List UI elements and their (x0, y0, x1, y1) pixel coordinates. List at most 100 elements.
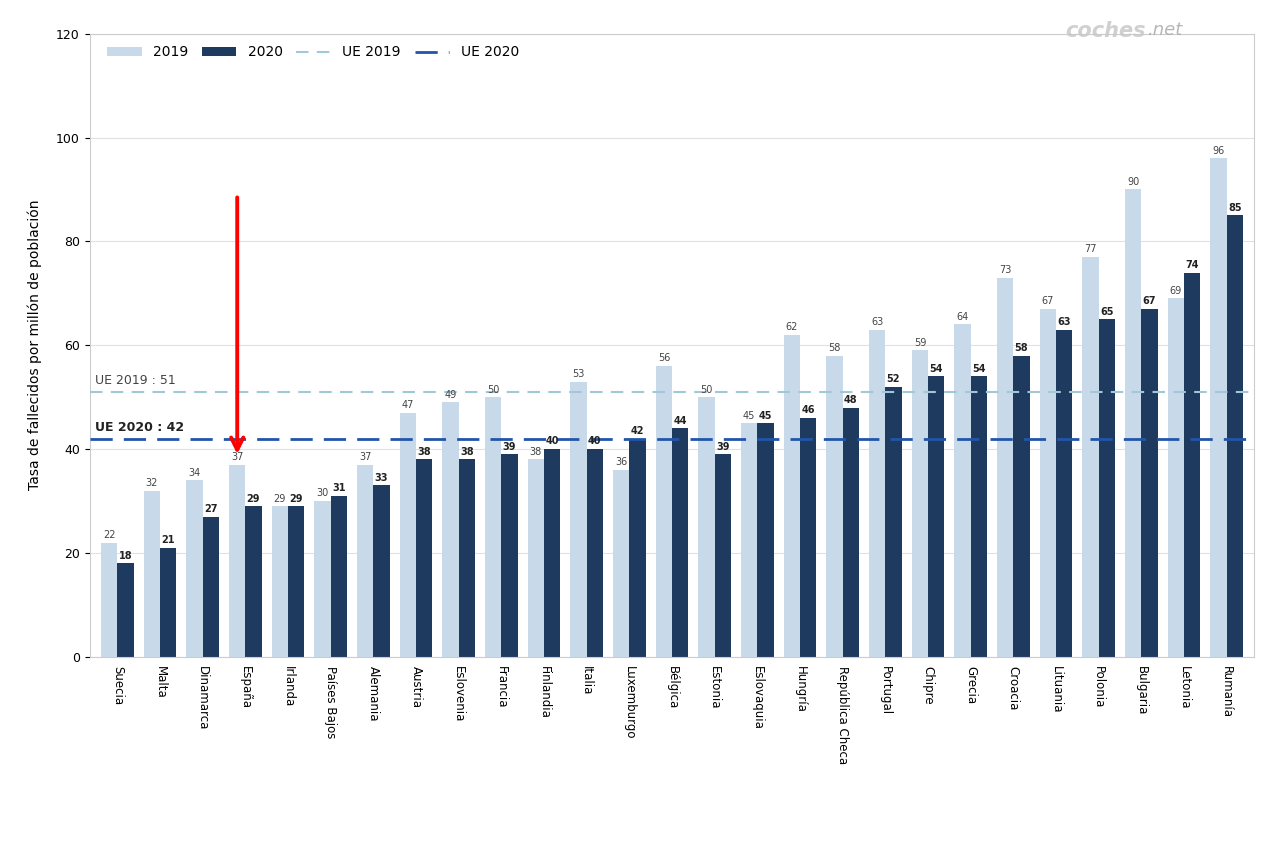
Text: 67: 67 (1143, 296, 1156, 306)
Bar (655, 366, 672, 657)
Text: 27: 27 (204, 504, 218, 514)
Bar (1125, 189, 1142, 657)
Text: 58: 58 (828, 343, 841, 353)
Text: 54: 54 (929, 364, 943, 374)
Text: 40: 40 (545, 436, 559, 446)
Bar (246, 506, 261, 657)
Text: 85: 85 (1228, 203, 1242, 213)
Text: 67: 67 (1042, 296, 1055, 306)
Text: 63: 63 (1057, 317, 1071, 327)
Text: 39: 39 (503, 442, 516, 451)
Text: 42: 42 (631, 426, 644, 436)
Bar (443, 402, 458, 657)
Bar (399, 413, 416, 657)
Bar (1211, 158, 1226, 657)
Text: 21: 21 (161, 536, 175, 545)
Bar (869, 329, 886, 657)
Text: 37: 37 (230, 452, 243, 462)
Bar (1083, 257, 1098, 657)
Text: 77: 77 (1084, 244, 1097, 254)
Text: 90: 90 (1128, 177, 1139, 187)
Text: 58: 58 (1015, 343, 1028, 353)
Text: 29: 29 (289, 493, 303, 504)
Bar (1098, 319, 1115, 657)
Bar (758, 423, 773, 657)
Text: 69: 69 (1170, 286, 1181, 296)
Text: 54: 54 (972, 364, 986, 374)
Bar (955, 324, 970, 657)
Text: 62: 62 (786, 322, 799, 333)
Bar (374, 485, 389, 657)
Bar (970, 376, 987, 657)
Text: 96: 96 (1212, 146, 1225, 156)
Text: 65: 65 (1100, 306, 1114, 317)
Text: 34: 34 (188, 467, 201, 477)
Text: 22: 22 (102, 530, 115, 540)
Bar (911, 350, 928, 657)
Bar (699, 397, 714, 657)
Bar (928, 376, 945, 657)
Text: 18: 18 (119, 551, 132, 561)
Text: 36: 36 (616, 457, 627, 467)
Bar (544, 449, 561, 657)
Text: 53: 53 (572, 369, 585, 379)
Bar (800, 418, 817, 657)
Bar (1039, 309, 1056, 657)
Text: 45: 45 (742, 411, 755, 420)
Text: 48: 48 (844, 395, 858, 405)
Bar (783, 335, 800, 657)
Text: 45: 45 (759, 411, 772, 420)
Bar (586, 449, 603, 657)
Bar (827, 355, 842, 657)
Bar (330, 496, 347, 657)
Legend: 2019, 2020, UE 2019, UE 2020: 2019, 2020, UE 2019, UE 2020 (101, 40, 525, 65)
Bar (527, 460, 544, 657)
Text: 37: 37 (358, 452, 371, 462)
Bar (143, 491, 160, 657)
Text: 73: 73 (998, 265, 1011, 275)
Bar (118, 563, 133, 657)
Bar (1056, 329, 1073, 657)
Text: UE 2019 : 51: UE 2019 : 51 (96, 374, 177, 387)
Text: 56: 56 (658, 354, 671, 364)
Text: 32: 32 (146, 478, 159, 488)
Bar (842, 408, 859, 657)
Text: 40: 40 (588, 436, 602, 446)
Bar (485, 397, 502, 657)
Bar (1184, 273, 1201, 657)
Bar (187, 480, 202, 657)
Bar (630, 439, 645, 657)
Bar (886, 386, 901, 657)
Text: 38: 38 (417, 447, 431, 457)
Text: 63: 63 (872, 317, 883, 327)
Bar (1142, 309, 1157, 657)
Bar (160, 547, 177, 657)
Bar (1226, 216, 1243, 657)
Bar (502, 455, 517, 657)
Text: 31: 31 (332, 483, 346, 493)
Text: 30: 30 (316, 488, 329, 498)
Text: 50: 50 (700, 385, 713, 395)
Text: 52: 52 (887, 374, 900, 384)
Bar (357, 465, 374, 657)
Bar (229, 465, 246, 657)
Bar (271, 506, 288, 657)
Text: 38: 38 (530, 447, 541, 457)
Y-axis label: Tasa de fallecidos por millón de población: Tasa de fallecidos por millón de poblaci… (28, 200, 42, 491)
Text: 47: 47 (402, 400, 415, 410)
Bar (101, 542, 118, 657)
Bar (714, 455, 731, 657)
Text: coches: coches (1065, 21, 1146, 41)
Bar (202, 516, 219, 657)
Bar (1014, 355, 1029, 657)
Bar (315, 501, 330, 657)
Text: UE 2020 : 42: UE 2020 : 42 (96, 421, 184, 434)
Text: 74: 74 (1185, 260, 1199, 270)
Bar (416, 460, 433, 657)
Bar (672, 429, 689, 657)
Bar (997, 278, 1014, 657)
Bar (1167, 299, 1184, 657)
Text: 50: 50 (486, 385, 499, 395)
Text: .net: .net (1148, 21, 1184, 39)
Text: 33: 33 (375, 473, 388, 482)
